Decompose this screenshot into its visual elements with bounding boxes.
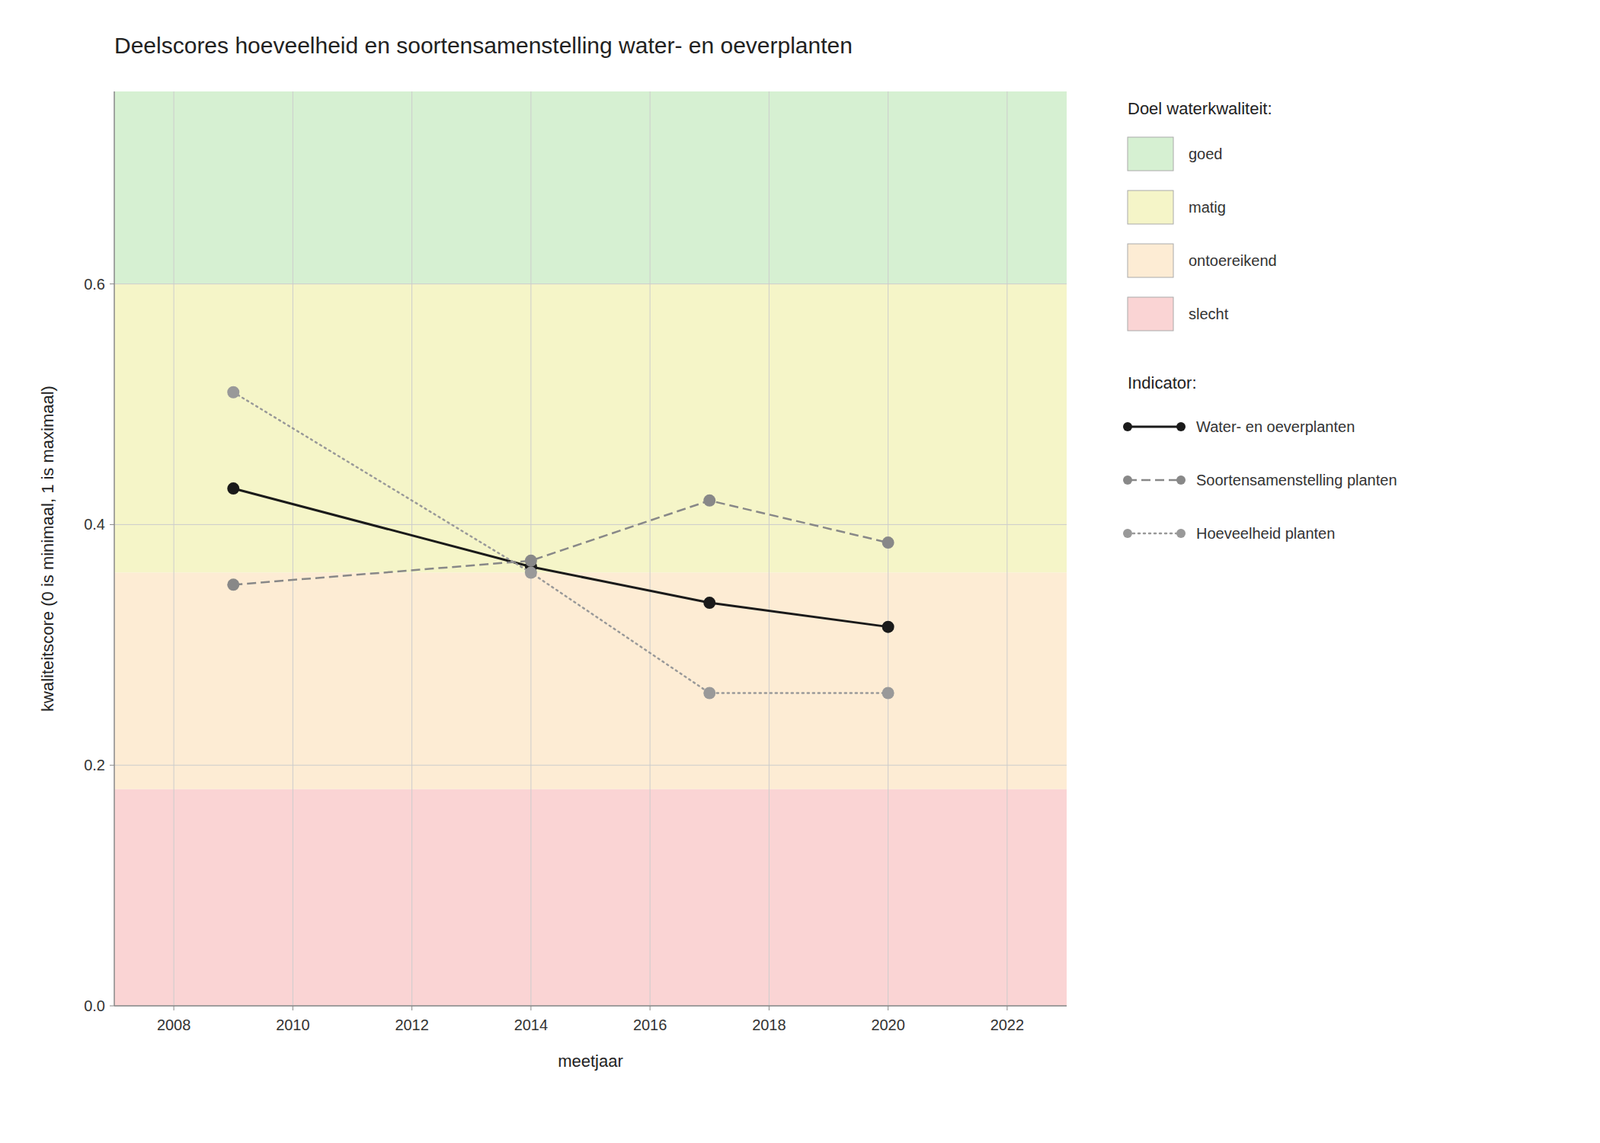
grid-line xyxy=(649,91,651,1006)
x-tick-label: 2008 xyxy=(156,1016,192,1034)
series-marker xyxy=(227,578,240,591)
title: Deelscores hoeveelheid en soortensamenst… xyxy=(114,32,853,58)
grid-line xyxy=(114,524,1067,525)
series-marker xyxy=(703,494,716,507)
zone-band xyxy=(114,91,1067,285)
legend-marker xyxy=(1176,475,1186,485)
zone-band xyxy=(114,572,1067,790)
y-tick xyxy=(109,283,115,285)
grid-line xyxy=(114,283,1067,285)
legend-label: Water- en oeverplanten xyxy=(1196,418,1355,436)
grid-line xyxy=(292,91,294,1006)
x-tick xyxy=(887,1005,889,1011)
legend-swatch xyxy=(1127,243,1174,278)
zones xyxy=(114,91,1067,1006)
series xyxy=(227,386,894,700)
y-axis-label: kwaliteitscore (0 is minimaal, 1 is maxi… xyxy=(38,385,58,712)
x-tick-label: 2018 xyxy=(752,1016,787,1034)
legend-marker xyxy=(1123,422,1133,432)
grid-line xyxy=(768,91,770,1006)
y-axis-line xyxy=(113,91,116,1006)
legend: Doel waterkwaliteit: goed matig ontoereiken… xyxy=(1123,99,1398,542)
x-tick-label: 2020 xyxy=(870,1016,906,1034)
legend-line xyxy=(1127,532,1181,535)
legend-label: ontoereikend xyxy=(1188,252,1277,269)
grid-line xyxy=(530,91,532,1006)
y-tick-label: 0.2 xyxy=(83,756,106,774)
legend-title: Doel waterkwaliteit: xyxy=(1127,99,1273,119)
x-tick-label: 2022 xyxy=(990,1016,1025,1034)
y-tick-label: 0.6 xyxy=(83,275,106,293)
y-tick xyxy=(109,764,115,766)
x-tick xyxy=(411,1005,413,1011)
x-tick xyxy=(530,1005,532,1011)
grid-line xyxy=(411,91,413,1006)
series-marker xyxy=(227,386,240,399)
legend-swatch xyxy=(1127,297,1174,331)
legend-marker xyxy=(1176,528,1186,538)
legend-marker xyxy=(1123,475,1133,485)
series-marker xyxy=(703,686,716,699)
grid-line xyxy=(1006,91,1008,1006)
x-tick-label: 2010 xyxy=(275,1016,311,1034)
series-line xyxy=(233,392,888,694)
legend-swatch xyxy=(1127,137,1174,171)
legend-title: Indicator: xyxy=(1127,373,1197,393)
grid-line xyxy=(173,91,175,1006)
grid xyxy=(114,91,1067,1006)
series-line xyxy=(233,488,888,628)
series-marker xyxy=(882,620,895,634)
zone-band xyxy=(114,284,1067,573)
series-marker xyxy=(882,686,895,699)
legend-label: Hoeveelheid planten xyxy=(1196,524,1335,542)
x-tick xyxy=(292,1005,294,1011)
zone-band xyxy=(114,789,1067,1006)
y-tick xyxy=(109,1005,115,1007)
legend-marker xyxy=(1176,422,1186,432)
chart: Deelscores hoeveelheid en soortensamenst… xyxy=(0,0,1600,1143)
x-tick xyxy=(1006,1005,1008,1011)
x-axis-label: meetjaar xyxy=(557,1051,624,1071)
grid-line xyxy=(114,764,1067,766)
x-tick xyxy=(768,1005,770,1011)
series-marker xyxy=(524,566,538,580)
series-marker xyxy=(882,536,895,549)
y-tick-label: 0.0 xyxy=(83,997,106,1015)
legend-label: goed xyxy=(1188,145,1223,163)
series-marker xyxy=(703,596,716,609)
legend-swatch xyxy=(1127,190,1174,224)
legend-label: slecht xyxy=(1188,305,1229,323)
x-tick-label: 2012 xyxy=(394,1016,429,1034)
y-tick xyxy=(109,524,115,525)
x-tick xyxy=(173,1005,175,1011)
axes: 2008 2010 2012 2014 2016 2018 2020 2022 0.0 0.2 0.… xyxy=(38,91,1067,1071)
series-marker xyxy=(227,482,240,495)
series-marker xyxy=(524,554,538,567)
series-line xyxy=(233,500,888,586)
grid-line xyxy=(114,1005,1067,1007)
legend-line xyxy=(1127,425,1181,429)
legend-marker xyxy=(1123,528,1133,538)
x-tick xyxy=(649,1005,651,1011)
legend-label: matig xyxy=(1188,198,1226,216)
x-tick-label: 2014 xyxy=(514,1016,549,1034)
y-tick-label: 0.4 xyxy=(83,515,106,533)
legend-label: Soortensamenstelling planten xyxy=(1196,471,1398,489)
x-axis-line xyxy=(114,1004,1067,1007)
x-tick-label: 2016 xyxy=(633,1016,668,1034)
legend-line xyxy=(1127,479,1181,482)
